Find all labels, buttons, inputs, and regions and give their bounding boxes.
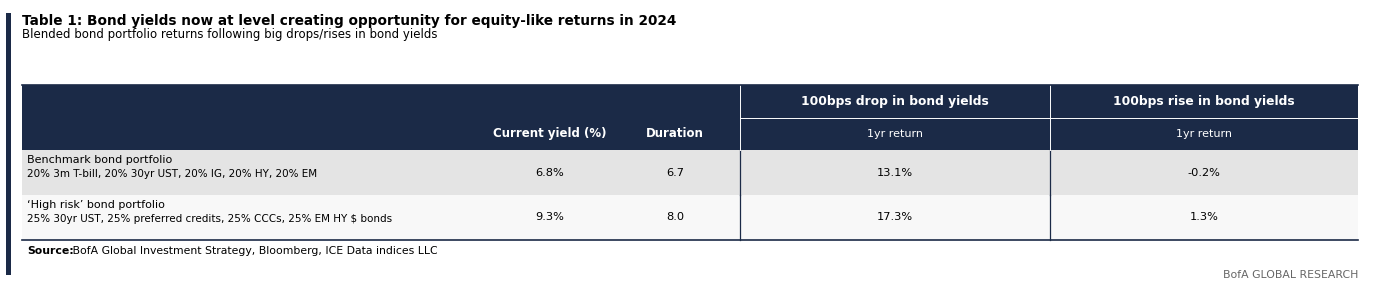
Bar [22, 85, 1358, 150]
Text: 6.8%: 6.8% [536, 167, 565, 178]
Text: BofA Global Investment Strategy, Bloomberg, ICE Data indices LLC: BofA Global Investment Strategy, Bloombe… [69, 246, 438, 256]
Text: 13.1%: 13.1% [877, 167, 913, 178]
Text: BofA GLOBAL RESEARCH: BofA GLOBAL RESEARCH [1223, 270, 1358, 280]
Text: Blended bond portfolio returns following big drops/rises in bond yields: Blended bond portfolio returns following… [22, 28, 438, 41]
Text: Source:: Source: [28, 246, 74, 256]
Text: 9.3%: 9.3% [536, 212, 565, 223]
Text: 1yr return: 1yr return [1176, 129, 1232, 139]
Text: Benchmark bond portfolio: Benchmark bond portfolio [28, 155, 172, 165]
Text: 100bps drop in bond yields: 100bps drop in bond yields [801, 95, 989, 108]
Text: Duration: Duration [646, 127, 704, 140]
Text: 100bps rise in bond yields: 100bps rise in bond yields [1113, 95, 1294, 108]
Text: ‘High risk’ bond portfolio: ‘High risk’ bond portfolio [28, 200, 165, 210]
Text: 6.7: 6.7 [666, 167, 684, 178]
Text: Current yield (%): Current yield (%) [493, 127, 607, 140]
Text: 25% 30yr UST, 25% preferred credits, 25% CCCs, 25% EM HY $ bonds: 25% 30yr UST, 25% preferred credits, 25%… [28, 214, 392, 224]
Text: 17.3%: 17.3% [877, 212, 913, 223]
Bar [22, 150, 1358, 195]
Text: 1yr return: 1yr return [868, 129, 923, 139]
Bar [22, 195, 1358, 240]
Text: -0.2%: -0.2% [1187, 167, 1220, 178]
Text: Table 1: Bond yields now at level creating opportunity for equity-like returns i: Table 1: Bond yields now at level creati… [22, 14, 676, 28]
Text: 8.0: 8.0 [666, 212, 684, 223]
Text: 1.3%: 1.3% [1190, 212, 1219, 223]
Bar [6, 13, 11, 275]
Text: 20% 3m T-bill, 20% 30yr UST, 20% IG, 20% HY, 20% EM: 20% 3m T-bill, 20% 30yr UST, 20% IG, 20%… [28, 169, 317, 179]
